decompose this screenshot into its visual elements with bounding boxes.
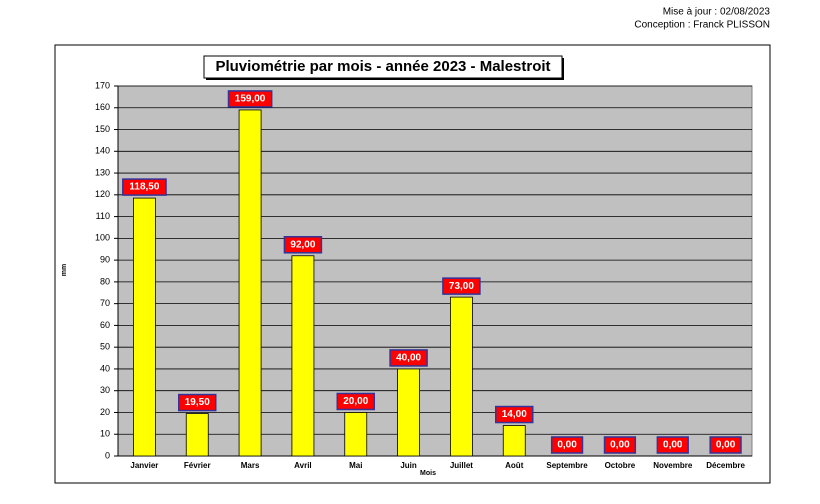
x-tick-label: Septembre — [546, 461, 588, 470]
y-tick-label: 130 — [95, 167, 110, 177]
data-label-box — [550, 436, 584, 454]
data-label-box — [442, 277, 481, 295]
x-tick-label: Avril — [294, 461, 312, 470]
y-tick-label: 150 — [95, 124, 110, 134]
data-label: 92,00 — [290, 239, 315, 250]
x-tick-label: Février — [184, 461, 211, 470]
y-tick-label: 10 — [100, 429, 110, 439]
x-tick-label: Novembre — [653, 461, 693, 470]
plot-area — [117, 85, 753, 457]
chart-title: Pluviométrie par mois - année 2023 - Mal… — [215, 58, 550, 75]
y-tick-label: 0 — [105, 450, 110, 460]
credit-note: Conception : Franck PLISSON — [634, 20, 770, 31]
y-tick-label: 120 — [95, 189, 110, 199]
y-tick-label: 90 — [100, 254, 110, 264]
y-tick-label: 20 — [100, 407, 110, 417]
data-label: 20,00 — [343, 396, 368, 407]
data-label-box — [709, 436, 742, 454]
data-label: 40,00 — [396, 353, 421, 364]
x-tick-label: Décembre — [706, 461, 745, 470]
x-tick-label: Juin — [400, 461, 417, 470]
title-box — [203, 55, 563, 79]
data-label: 0,00 — [610, 440, 630, 451]
data-label: 14,00 — [502, 409, 527, 420]
data-label: 73,00 — [449, 281, 474, 292]
y-tick-label: 30 — [100, 385, 110, 395]
bar — [502, 425, 526, 457]
bar — [344, 412, 368, 457]
data-label-box — [603, 436, 637, 454]
data-label-box — [283, 236, 323, 254]
data-label-box — [122, 178, 167, 196]
y-tick-label: 140 — [95, 146, 110, 156]
bar — [185, 413, 209, 457]
y-tick-label: 40 — [100, 363, 110, 373]
x-tick-label: Mai — [349, 461, 362, 470]
data-label: 0,00 — [557, 440, 577, 451]
y-tick-label: 110 — [96, 211, 110, 221]
data-label-box — [656, 436, 689, 454]
data-label: 0,00 — [663, 440, 683, 451]
y-tick-label: 80 — [100, 276, 110, 286]
bar — [238, 109, 262, 457]
y-tick-label: 50 — [100, 342, 110, 352]
y-tick-label: 170 — [95, 80, 110, 90]
x-axis-label: Mois — [420, 470, 436, 477]
y-tick-label: 60 — [100, 320, 110, 330]
bar — [291, 255, 315, 457]
data-label: 159,00 — [235, 94, 266, 105]
data-label: 19,50 — [185, 397, 210, 408]
y-axis-label: mm — [61, 264, 68, 276]
bar — [450, 296, 473, 457]
x-tick-label: Mars — [241, 461, 260, 470]
update-note: Mise à jour : 02/08/2023 — [663, 7, 771, 18]
x-tick-label: Août — [505, 461, 524, 470]
data-label-box — [495, 405, 534, 424]
data-label-box — [336, 392, 375, 411]
bar — [133, 197, 156, 457]
x-tick-label: Janvier — [130, 461, 158, 470]
x-tick-label: Juillet — [450, 461, 473, 470]
data-label-box — [227, 90, 273, 108]
y-tick-label: 70 — [100, 298, 110, 308]
y-tick-label: 160 — [95, 102, 110, 112]
y-tick-label: 100 — [95, 233, 110, 243]
x-tick-label: Octobre — [605, 461, 636, 470]
data-label-box — [178, 393, 217, 412]
data-label: 0,00 — [716, 440, 736, 451]
data-label: 118,50 — [129, 182, 159, 193]
bar — [397, 368, 420, 457]
data-label-box — [389, 349, 428, 367]
